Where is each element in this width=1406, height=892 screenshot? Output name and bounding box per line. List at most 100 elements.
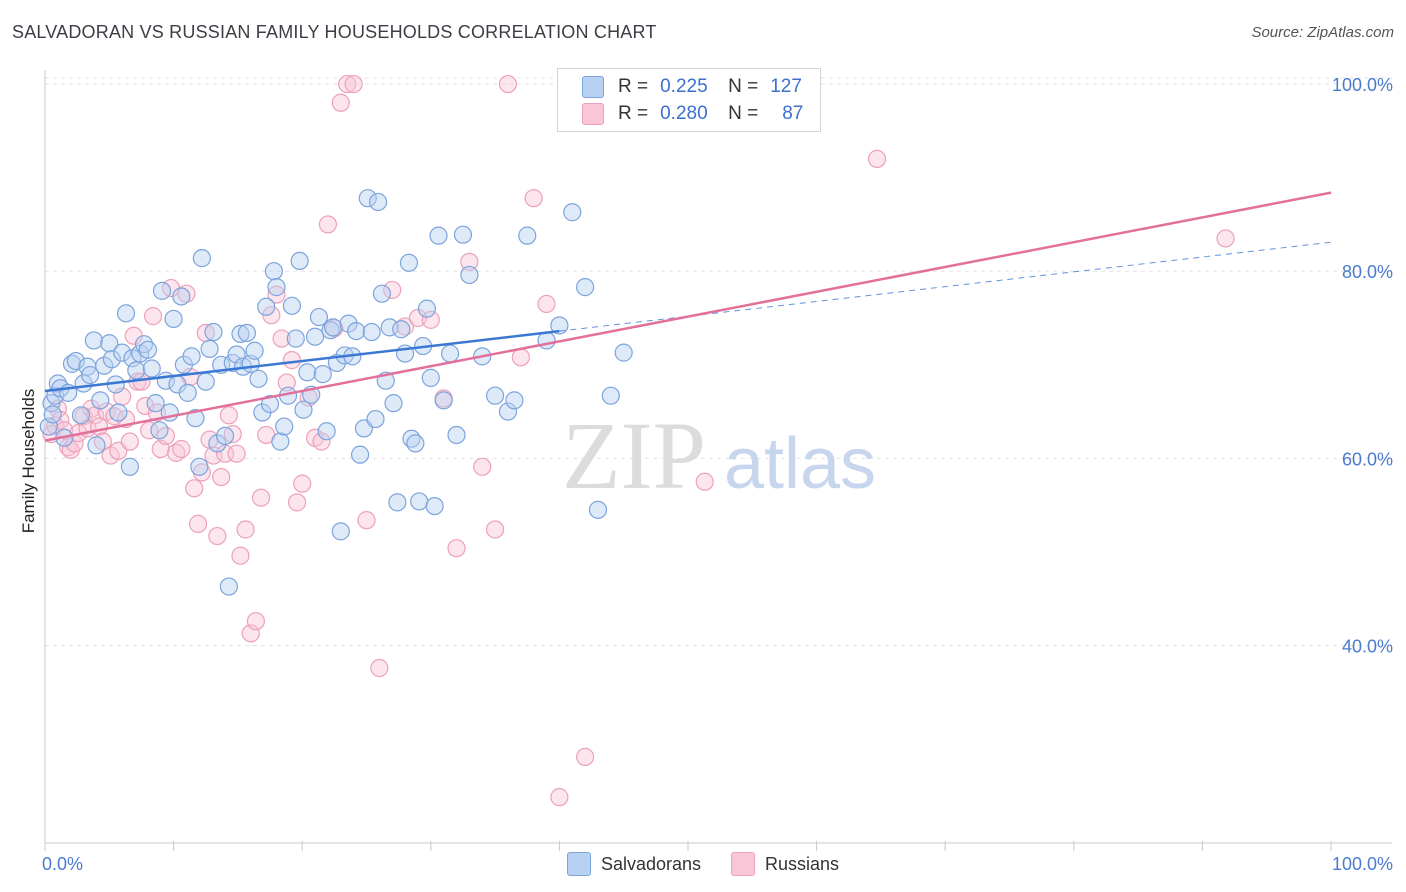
axes (44, 70, 1392, 851)
salvadorans-point (215, 426, 235, 446)
salvadorans-point (410, 492, 429, 511)
salvadorans-point (317, 422, 336, 441)
russians-point (231, 546, 250, 565)
source-label: Source: ZipAtlas.com (1251, 24, 1394, 41)
russians-point (383, 280, 402, 300)
salvadorans-point (260, 394, 280, 414)
salvadorans-point (182, 347, 201, 366)
legend-item-russians[interactable]: Russians (731, 852, 839, 876)
salvadorans-point (231, 324, 250, 344)
n-value: 87 (782, 103, 804, 124)
y-tick-label: 80.0% (1342, 262, 1393, 282)
russians-point (136, 396, 155, 416)
watermark-atlas: atlas (724, 424, 876, 504)
salvadorans-point (399, 253, 419, 272)
salvadorans-point (429, 226, 448, 245)
russians-point (120, 432, 139, 451)
russians-point (267, 285, 286, 304)
x-tick-label: 100.0% (1332, 854, 1393, 874)
salvadorans-point (138, 340, 157, 359)
russians-point (251, 488, 271, 507)
salvadorans-point (223, 353, 242, 373)
russians-point (212, 467, 231, 487)
salvadorans-point (204, 322, 223, 342)
salvadorans-point (219, 577, 238, 596)
russians-point (287, 493, 307, 512)
salvadorans-point (372, 284, 392, 303)
salvadorans-point (614, 343, 633, 362)
salvadorans-point (498, 402, 518, 421)
salvadorans-point (237, 323, 257, 343)
russians-point (447, 539, 466, 558)
salvadorans-point (66, 351, 85, 371)
salvadorans-point (366, 409, 385, 429)
r-label: R = (618, 103, 649, 124)
russians-point (867, 149, 887, 169)
salvadorans-legend-swatch (566, 852, 591, 876)
salvadorans-point (84, 331, 103, 350)
n-label: N = (728, 76, 759, 97)
salvadorans-trend-line (44, 329, 560, 393)
salvadorans-legend-label: Salvadorans (600, 853, 702, 874)
salvadorans-point (453, 225, 473, 244)
salvadorans-swatch (582, 76, 604, 98)
chart-title: SALVADORAN VS RUSSIAN FAMILY HOUSEHOLDS … (12, 22, 657, 42)
r-value: 0.225 (660, 76, 708, 97)
russians-point (695, 472, 714, 491)
salvadorans-point (91, 391, 110, 410)
salvadorans-point (425, 496, 444, 516)
salvadorans-point (588, 500, 608, 519)
salvadorans-point (550, 316, 569, 335)
russians-point (236, 520, 255, 539)
salvadorans-point (178, 383, 197, 402)
y-tick-label: 100.0% (1332, 75, 1393, 95)
n-label: N = (728, 103, 759, 124)
r-label: R = (618, 76, 649, 97)
salvadorans-point (486, 386, 505, 405)
russians-point (272, 329, 291, 348)
salvadorans-point (421, 368, 440, 387)
salvadorans-point (323, 318, 343, 337)
salvadorans-point (321, 321, 340, 340)
russians-point (143, 307, 163, 326)
salvadorans-point (102, 350, 121, 369)
russians-point (511, 348, 530, 367)
russians-point (357, 511, 376, 530)
salvadorans-point (447, 425, 466, 445)
russians-point (344, 74, 363, 94)
salvadorans-point (518, 226, 537, 245)
russians-legend-swatch (731, 852, 756, 876)
salvadorans-point (186, 409, 205, 428)
russians-point (318, 215, 338, 234)
salvadorans-point (116, 304, 136, 323)
russians-point (537, 294, 556, 314)
salvadorans-point (43, 405, 62, 424)
russians-point (473, 457, 492, 476)
salvadorans-point (298, 363, 317, 382)
salvadorans-point (339, 314, 358, 333)
salvadorans-point (152, 281, 172, 300)
salvadorans-point (384, 394, 403, 413)
x-tick-label: 0.0% (42, 854, 83, 874)
legend-item-salvadorans[interactable]: Salvadorans (566, 852, 702, 876)
salvadorans-point (440, 344, 460, 363)
salvadorans-point (309, 307, 329, 327)
salvadorans-point (576, 278, 595, 297)
russians-trend-line (44, 191, 1332, 442)
salvadorans-point (460, 265, 479, 285)
salvadorans-point (146, 394, 165, 413)
salvadorans-point (350, 445, 370, 464)
russians-point (277, 373, 296, 392)
stats-legend: R = 0.225 N = 127 R = 0.280 N = 87 (557, 68, 821, 132)
russians-point (208, 526, 227, 546)
russians-point (188, 514, 208, 533)
russians-swatch (582, 103, 604, 125)
russians-point (550, 788, 569, 807)
russians-point (147, 403, 166, 422)
trend-lines (44, 191, 1332, 442)
salvadorans-point (80, 365, 100, 385)
russians-point (576, 747, 595, 767)
salvadorans-point (406, 434, 425, 453)
russians-point (282, 351, 302, 370)
